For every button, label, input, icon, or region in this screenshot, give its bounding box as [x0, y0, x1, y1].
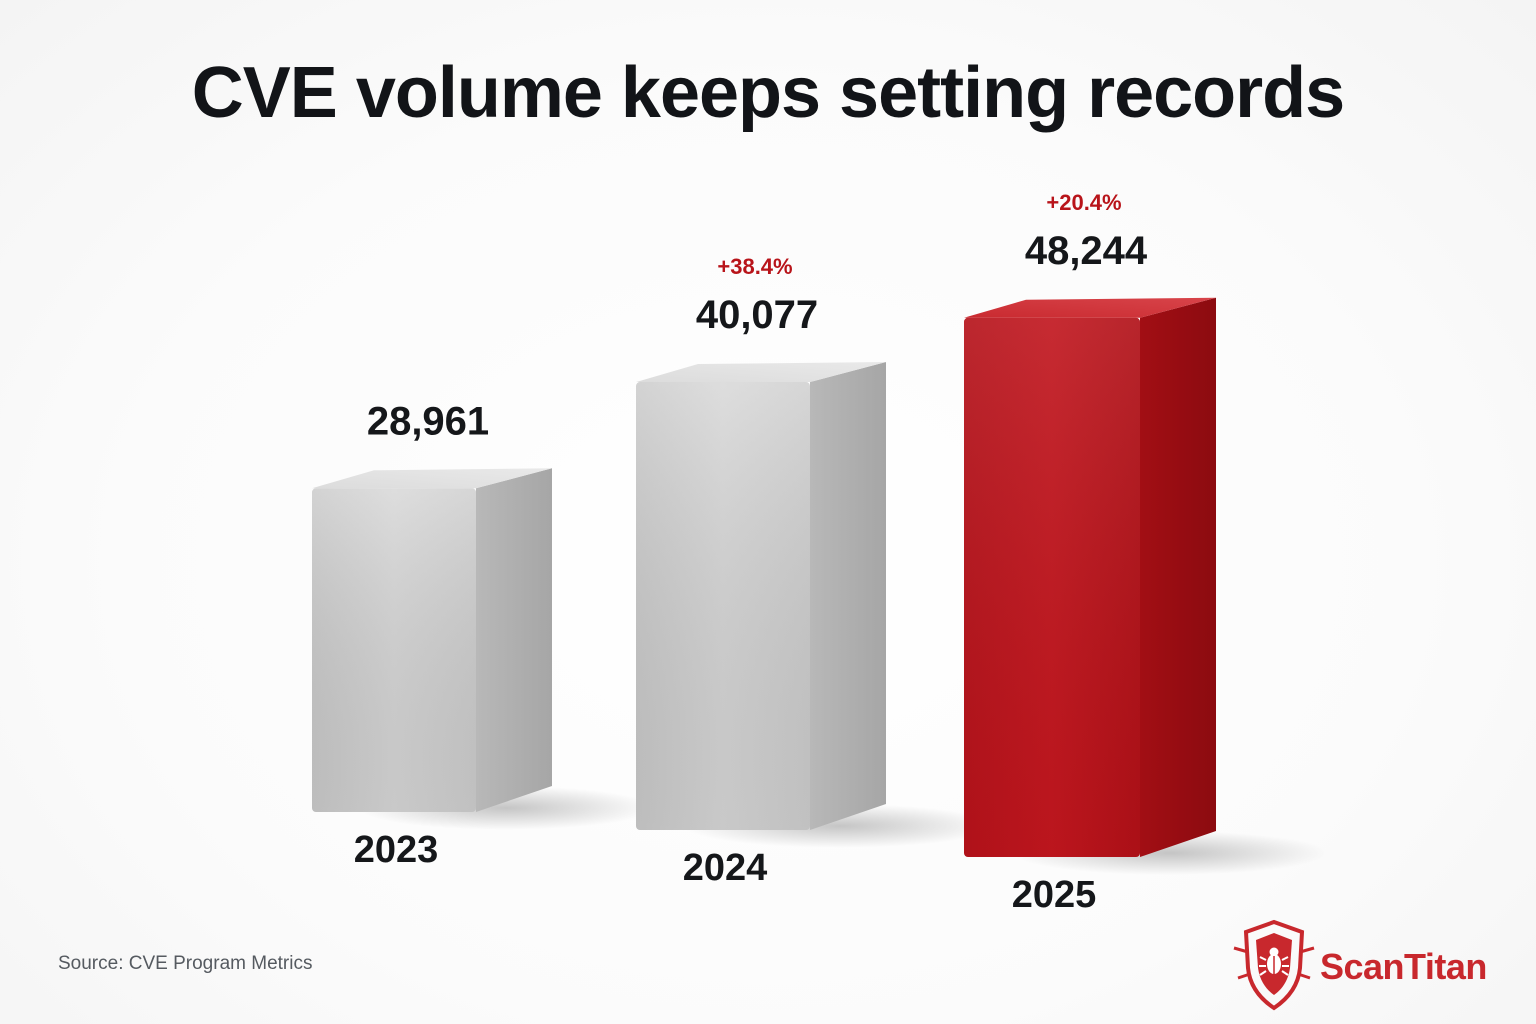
bug-shield-icon — [1233, 919, 1315, 1011]
chart-title: CVE volume keeps setting records — [191, 53, 1345, 133]
bar-2025 — [964, 297, 1216, 857]
bar-top-face — [964, 297, 1216, 318]
source-note: Source: CVE Program Metrics — [58, 953, 313, 974]
bar-2024 — [636, 362, 886, 830]
value-label: 48,244 — [1025, 229, 1148, 273]
category-label: 2023 — [354, 829, 439, 871]
value-label: 40,077 — [696, 293, 818, 337]
growth-label: +20.4% — [1046, 190, 1121, 215]
bar-side-face — [1140, 297, 1216, 857]
value-label: 28,961 — [367, 399, 489, 443]
bar-front-shade — [312, 488, 476, 812]
bar-2023 — [312, 468, 552, 812]
bar-front-shade — [964, 317, 1140, 857]
brand-name: ScanTitan — [1320, 946, 1487, 987]
bar-side-face — [476, 468, 552, 812]
bar-top-face — [636, 362, 886, 383]
brand-logo: ScanTitan — [1232, 918, 1522, 1014]
bar-front-shade — [636, 382, 810, 830]
growth-label: +38.4% — [717, 254, 792, 279]
bar-side-face — [810, 362, 886, 830]
category-label: 2024 — [683, 847, 768, 889]
bar-top-face — [312, 468, 552, 489]
category-label: 2025 — [1012, 874, 1097, 916]
